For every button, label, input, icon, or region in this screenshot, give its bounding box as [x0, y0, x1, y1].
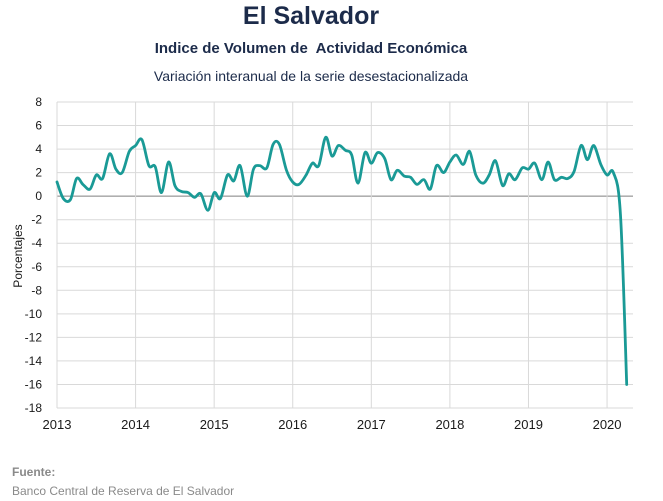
series-group	[55, 135, 629, 386]
x-tick-label: 2015	[200, 417, 229, 432]
x-tick-label: 2018	[435, 417, 464, 432]
x-tick-label: 2017	[357, 417, 386, 432]
y-tick-label: 8	[35, 95, 42, 109]
y-tick-label: 0	[35, 189, 42, 203]
y-tick-label: 2	[35, 166, 42, 180]
y-tick-label: -6	[31, 260, 42, 274]
grid-lines	[56, 101, 633, 409]
source-label: Fuente:	[12, 465, 56, 479]
chart-subtitle: Indice de Volumen de Actividad Económica	[154, 40, 468, 57]
y-tick-label: -10	[25, 307, 43, 321]
source-text: Banco Central de Reserva de El Salvador	[12, 484, 235, 498]
x-tick-label: 2016	[278, 417, 307, 432]
chart-title: El Salvador	[242, 2, 380, 30]
y-axis-label: Porcentajes	[11, 224, 25, 287]
y-axis-ticks: 8 6 4 2 0 -2 -4 -6 -8 -10 -12 -14 -16 -18	[25, 95, 43, 415]
y-tick-label: -4	[31, 236, 42, 250]
y-tick-label: -18	[25, 401, 43, 415]
y-tick-label: 6	[35, 119, 42, 133]
y-tick-label: -16	[25, 377, 43, 391]
series-line	[55, 135, 629, 386]
chart-description: Variación interanual de la serie desesta…	[153, 68, 469, 84]
x-tick-label: 2014	[121, 417, 150, 432]
y-tick-label: -8	[31, 283, 42, 297]
y-tick-label: -2	[31, 213, 42, 227]
y-tick-label: -12	[25, 330, 43, 344]
y-tick-label: 4	[35, 142, 42, 156]
x-tick-label: 2019	[514, 417, 543, 432]
x-axis-ticks: 2013 2014 2015 2016 2017 2018 2019 2020	[43, 417, 622, 432]
x-tick-label: 2020	[593, 417, 622, 432]
y-tick-label: -14	[25, 354, 43, 368]
x-tick-label: 2013	[43, 417, 72, 432]
